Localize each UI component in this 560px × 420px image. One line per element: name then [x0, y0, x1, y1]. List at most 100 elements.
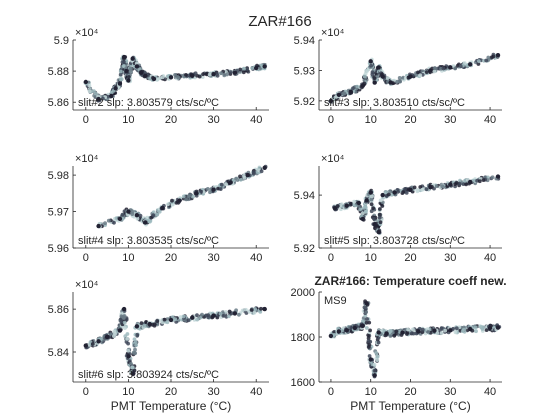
- data-point: [104, 334, 110, 340]
- data-point: [434, 184, 439, 189]
- data-point: [168, 317, 174, 323]
- x-tick-label: 40: [250, 114, 262, 126]
- data-point: [145, 215, 150, 220]
- data-point: [201, 72, 206, 77]
- data-point: [259, 306, 263, 311]
- data-point: [487, 325, 493, 331]
- data-point: [134, 64, 140, 69]
- data-point: [368, 59, 373, 64]
- y-tick-label: 1600: [291, 377, 315, 389]
- data-point: [375, 74, 380, 79]
- x-tick-label: 40: [484, 386, 496, 398]
- data-point: [121, 64, 126, 68]
- data-point: [363, 305, 368, 310]
- data-point: [376, 330, 381, 335]
- data-point: [173, 317, 178, 322]
- data-point: [118, 77, 123, 82]
- data-point: [184, 73, 188, 77]
- data-point: [238, 174, 242, 179]
- scatter-series: [328, 52, 501, 104]
- data-point: [360, 216, 365, 222]
- data-point: [155, 319, 160, 323]
- data-point: [121, 54, 127, 60]
- data-point: [360, 323, 365, 328]
- data-point: [468, 326, 473, 332]
- data-point: [151, 76, 157, 82]
- data-point: [468, 179, 473, 185]
- subplot-4: 0 10 20 30 40 5.92 5.94 ×10⁴ slit#5 slp: 3.80372…: [294, 153, 502, 264]
- data-point: [134, 213, 140, 218]
- data-point: [130, 56, 135, 61]
- data-point: [125, 337, 130, 341]
- y-tick-label: 5.94: [294, 190, 315, 202]
- x-tick-label: 0: [83, 114, 89, 126]
- data-point: [400, 330, 405, 335]
- x-tick-label: 20: [165, 114, 177, 126]
- x-tick-label: 20: [165, 252, 177, 264]
- data-point: [242, 67, 246, 71]
- data-point: [103, 221, 107, 226]
- data-point: [125, 332, 130, 336]
- data-point: [126, 348, 131, 353]
- data-point: [126, 209, 131, 214]
- data-point: [262, 64, 267, 69]
- axis-exponent-label: ×10⁴: [75, 279, 99, 291]
- data-point: [348, 202, 353, 207]
- x-tick-label: 40: [250, 252, 262, 264]
- data-point: [365, 317, 369, 321]
- data-point: [392, 190, 397, 195]
- data-point: [131, 350, 136, 355]
- data-point: [90, 342, 95, 346]
- x-axis-label: PMT Temperature (°C): [350, 399, 470, 413]
- slope-annotation: slit#4 slp: 3.803535 cts/sc/ºC: [78, 235, 219, 247]
- data-point: [251, 171, 256, 176]
- data-point: [120, 212, 125, 217]
- data-point: [355, 84, 359, 89]
- data-point: [416, 329, 421, 334]
- data-point: [409, 331, 414, 336]
- data-point: [440, 184, 445, 189]
- data-point: [195, 317, 200, 322]
- data-point: [200, 312, 204, 317]
- x-tick-label: 30: [207, 386, 219, 398]
- data-point: [433, 66, 437, 71]
- data-point: [170, 198, 174, 203]
- scatter-series: [332, 174, 501, 236]
- x-tick-label: 0: [83, 252, 89, 264]
- data-point: [249, 308, 254, 312]
- data-point: [143, 73, 148, 79]
- data-point: [486, 175, 490, 180]
- data-point: [87, 89, 92, 93]
- data-point: [207, 72, 212, 77]
- data-point: [366, 333, 371, 337]
- data-point: [378, 207, 382, 211]
- data-point: [130, 371, 135, 376]
- data-point: [439, 326, 444, 330]
- subplot-2: 0 10 20 30 40 5.92 5.93 5.94 ×10⁴ slit#3 slp: 3.8…: [294, 27, 502, 126]
- data-point: [194, 191, 199, 196]
- data-point: [397, 76, 402, 80]
- data-point: [395, 79, 400, 84]
- data-point: [454, 181, 459, 185]
- data-point: [367, 320, 372, 325]
- data-point: [476, 62, 481, 66]
- data-point: [211, 313, 216, 318]
- data-point: [458, 178, 462, 183]
- axis-exponent-label: ×10⁴: [75, 153, 99, 165]
- data-point: [155, 77, 160, 82]
- subplot-title: ZAR#166: Temperature coeff new.: [314, 274, 506, 288]
- data-point: [139, 321, 144, 325]
- data-point: [375, 354, 380, 359]
- data-point: [109, 90, 114, 95]
- data-point: [135, 332, 140, 337]
- data-point: [432, 328, 437, 333]
- data-point: [366, 339, 371, 343]
- data-point: [109, 93, 114, 99]
- data-point: [219, 182, 224, 187]
- figure-title: ZAR#166: [248, 13, 311, 30]
- x-tick-label: 10: [365, 114, 377, 126]
- data-point: [454, 326, 459, 331]
- y-tick-label: 5.86: [48, 97, 69, 109]
- x-tick-label: 30: [207, 114, 219, 126]
- data-point: [147, 321, 152, 327]
